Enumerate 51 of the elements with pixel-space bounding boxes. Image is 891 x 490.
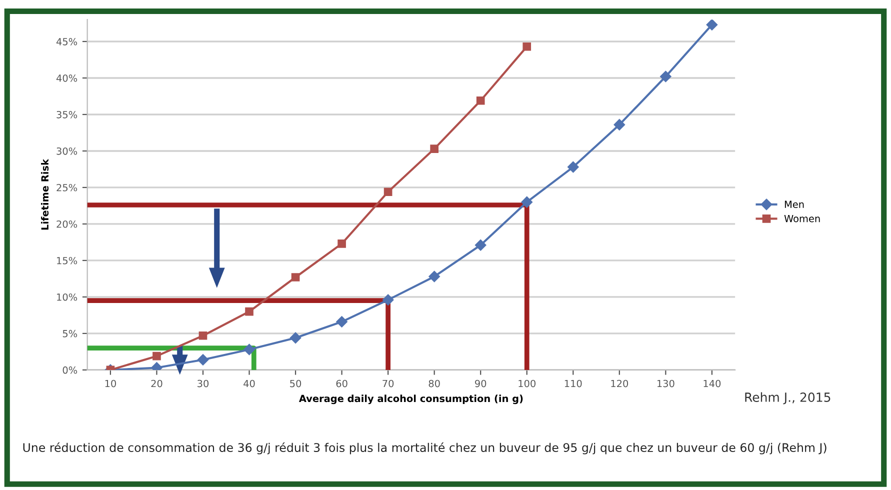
- x-tick-label: 70: [382, 380, 394, 388]
- point: [244, 344, 255, 356]
- y-tick-label: 35%: [56, 110, 78, 118]
- point: [382, 294, 394, 306]
- y-tick-label: 30%: [56, 147, 78, 155]
- x-tick-label: 60: [336, 380, 348, 388]
- point: [384, 188, 392, 196]
- point: [614, 119, 626, 130]
- y-tick-label: 5%: [62, 330, 78, 338]
- x-tick-label: 20: [151, 380, 162, 388]
- point: [474, 240, 486, 251]
- point: [521, 196, 532, 208]
- y-tick-label: 25%: [56, 184, 78, 192]
- x-tick-label: 140: [704, 380, 721, 388]
- point: [706, 20, 718, 30]
- text: Rehm J., 2015: [745, 392, 830, 404]
- point: [428, 270, 440, 282]
- legend-label: Women: [784, 215, 820, 222]
- x-tick-label: 90: [475, 380, 486, 388]
- point: [197, 354, 209, 366]
- y-tick-label: 40%: [56, 74, 78, 82]
- point: [198, 331, 208, 340]
- point: [245, 307, 254, 316]
- point: [568, 161, 579, 173]
- y-tick-label: 20%: [56, 220, 78, 228]
- point: [291, 273, 300, 282]
- x-tick-label: 10: [105, 380, 116, 388]
- legend-label: Men: [784, 200, 804, 208]
- x-tick-label: 110: [564, 380, 582, 388]
- y-tick-label: 10%: [57, 293, 78, 301]
- x-tick-label: 120: [611, 380, 628, 388]
- point: [660, 70, 672, 82]
- point: [336, 316, 348, 328]
- x-tick-label: 50: [290, 380, 302, 388]
- point: [430, 144, 438, 153]
- point: [476, 96, 485, 105]
- y-tick-label: 45%: [56, 38, 78, 46]
- point: [290, 332, 302, 344]
- point: [152, 352, 161, 360]
- text: Une réduction de consommation de 36 g/j réduit 3 fois plus la mortalité chez un buveur de 95 g/j que chez un buveur de 60 g/j (Rehm J): [23, 442, 826, 454]
- x-tick-label: 30: [198, 380, 209, 388]
- y-axis-title: Lifetime Risk: [41, 158, 49, 230]
- point: [338, 240, 346, 248]
- x-axis-title: Average daily alcohol consumption (in g): [298, 394, 523, 404]
- x-tick-label: 100: [518, 380, 536, 388]
- x-tick-label: 130: [657, 380, 674, 388]
- x-tick-label: 40: [244, 380, 255, 388]
- y-tick-label: 0%: [62, 366, 78, 374]
- x-tick-label: 80: [428, 380, 440, 388]
- point: [522, 42, 532, 51]
- y-tick-label: 15%: [57, 256, 78, 264]
